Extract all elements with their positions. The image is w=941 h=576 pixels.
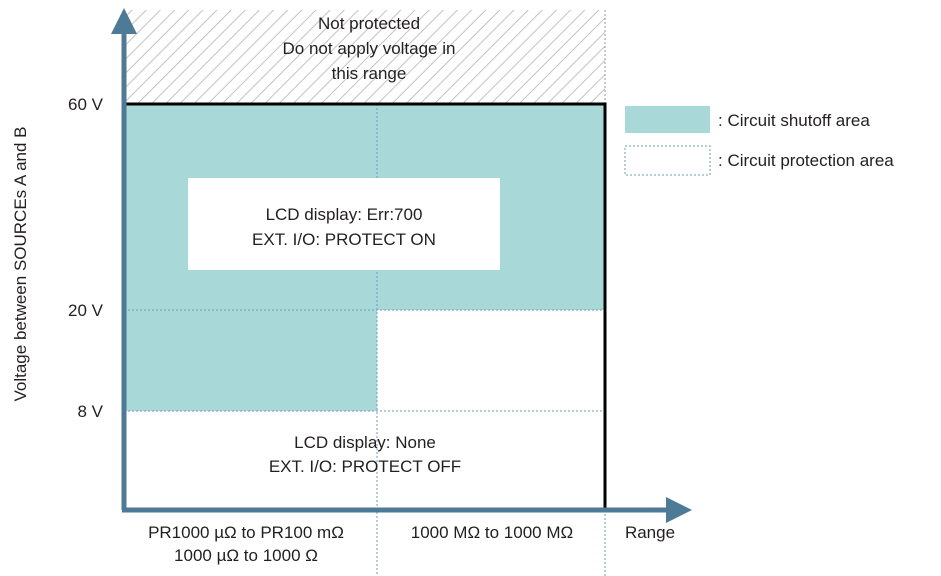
- x-category-1-line2: 1000 µΩ to 1000 Ω: [174, 546, 318, 565]
- legend-protection-label: : Circuit protection area: [718, 151, 894, 170]
- not-protected-warning-2: this range: [332, 64, 407, 83]
- not-protected-title: Not protected: [318, 14, 420, 33]
- shutoff-area-lower-left: [124, 310, 377, 411]
- protect-on-extio-text: EXT. I/O: PROTECT ON: [252, 230, 436, 249]
- protect-off-lcd-text: LCD display: None: [294, 433, 436, 452]
- legend-protection-swatch: [624, 145, 711, 176]
- protect-on-info-box: [188, 178, 500, 270]
- not-protected-warning-1: Do not apply voltage in: [283, 39, 456, 58]
- x-category-1-line1: PR1000 µΩ to PR100 mΩ: [148, 523, 344, 542]
- not-protected-hatched-area: [124, 10, 605, 104]
- legend-shutoff-label: : Circuit shutoff area: [718, 111, 870, 130]
- y-axis-label: Voltage between SOURCEs A and B: [11, 126, 30, 401]
- legend-shutoff-swatch: [625, 106, 710, 133]
- x-axis-arrowhead: [666, 497, 692, 523]
- y-axis-arrowhead: [111, 8, 137, 34]
- y-tick-60v: 60 V: [68, 95, 104, 114]
- y-tick-8v: 8 V: [77, 402, 103, 421]
- protect-off-extio-text: EXT. I/O: PROTECT OFF: [269, 457, 461, 476]
- x-category-2: 1000 MΩ to 1000 MΩ: [411, 523, 573, 542]
- y-tick-20v: 20 V: [68, 301, 104, 320]
- protect-on-lcd-text: LCD display: Err:700: [266, 205, 423, 224]
- x-axis-label: Range: [625, 523, 675, 542]
